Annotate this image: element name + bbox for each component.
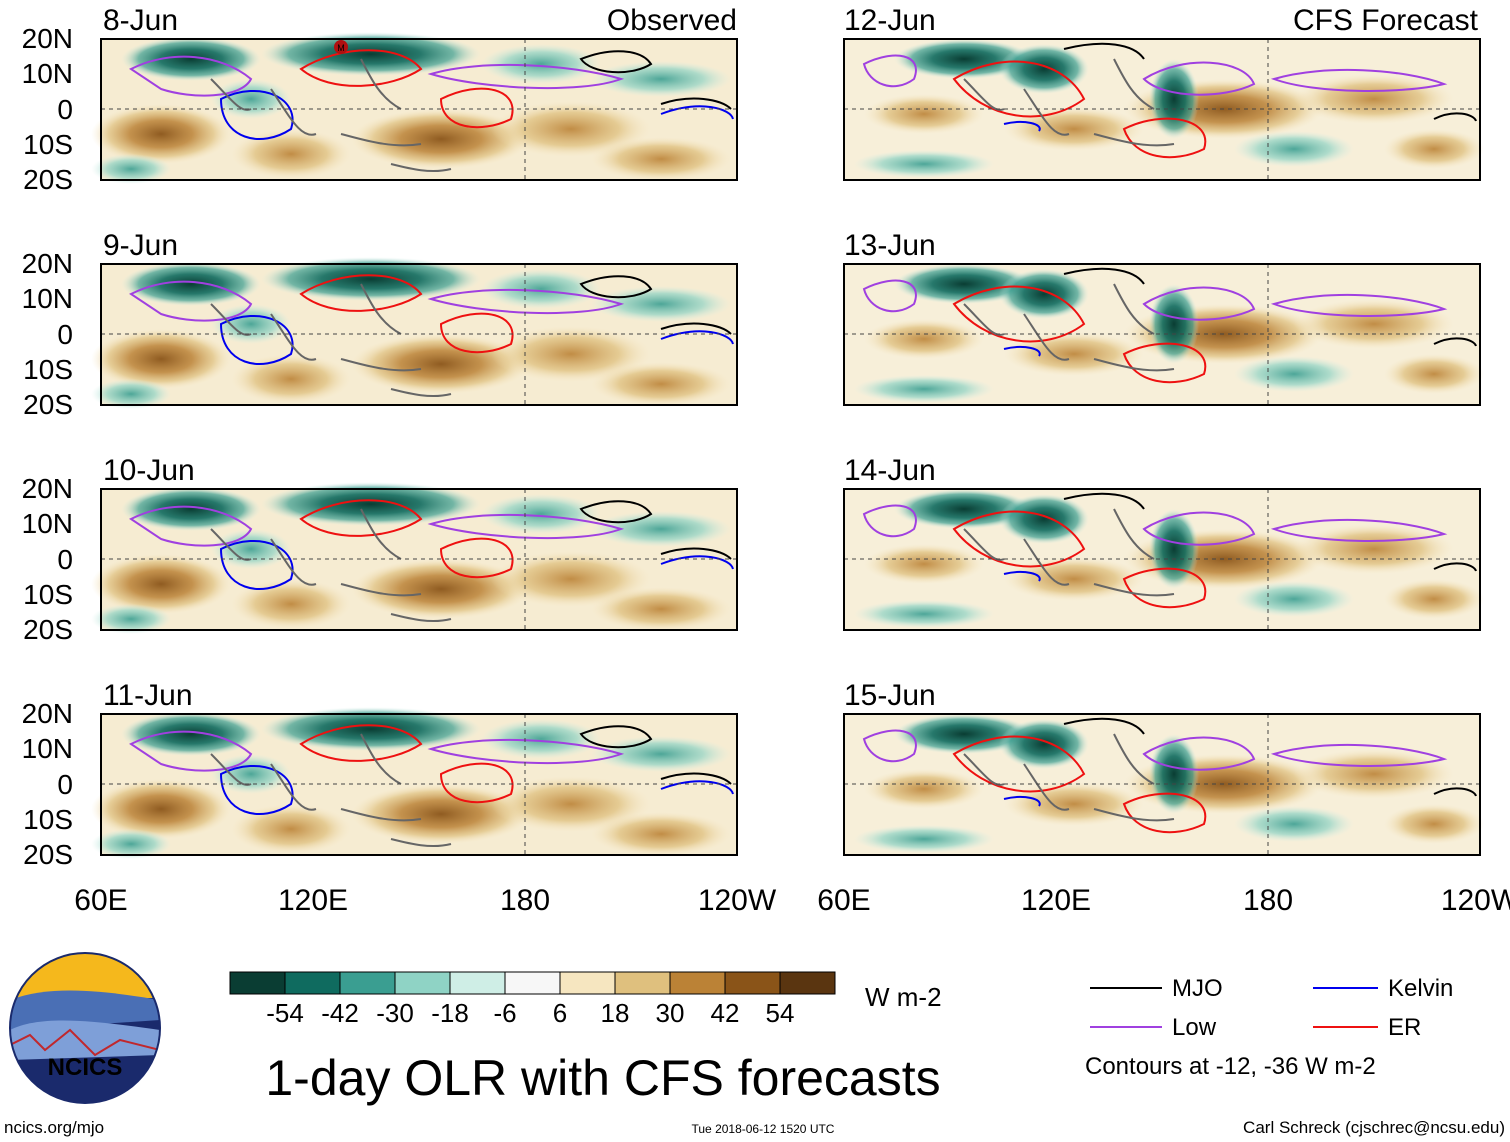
colorbar-swatch bbox=[724, 971, 781, 995]
lon-axis-forecast: 60E 120E 180 120W bbox=[817, 884, 1510, 917]
lat-label: 20N bbox=[22, 23, 73, 54]
timestamp: Tue 2018-06-12 1520 UTC bbox=[692, 1122, 835, 1136]
lat-label: 10N bbox=[22, 508, 73, 539]
colorbar-swatch bbox=[669, 971, 726, 995]
lon-label: 120E bbox=[278, 884, 348, 917]
lat-axis-observed-4: 20N 10N 0 10S 20S bbox=[22, 698, 73, 870]
colorbar-tick-label: -6 bbox=[493, 998, 516, 1028]
colorbar-tick-label: 18 bbox=[601, 998, 630, 1028]
colorbar-tick-label: 42 bbox=[711, 998, 740, 1028]
column-title-observed: Observed bbox=[607, 4, 737, 37]
colorbar-swatch bbox=[339, 971, 396, 995]
lat-label: 10S bbox=[23, 579, 73, 610]
panel-date-label: 14-Jun bbox=[844, 454, 936, 487]
panel-date-label: 8-Jun bbox=[103, 4, 178, 37]
panel-forecast-12-jun: 12-Jun CFS Forecast bbox=[843, 4, 1485, 181]
panel-date-label: 12-Jun bbox=[844, 4, 936, 37]
legend-label-er: ER bbox=[1388, 1014, 1421, 1041]
site-link[interactable]: ncics.org/mjo bbox=[4, 1118, 104, 1137]
colorbar: -54 -42 -30 -18 -6 6 18 30 42 54 W m-2 bbox=[229, 971, 942, 1028]
ncics-logo: NCICS bbox=[9, 952, 161, 1104]
lat-label: 0 bbox=[57, 769, 73, 800]
panel-date-label: 10-Jun bbox=[103, 454, 195, 487]
colorbar-tick-label: -30 bbox=[376, 998, 414, 1028]
lat-label: 10N bbox=[22, 283, 73, 314]
colorbar-tick-label: -18 bbox=[431, 998, 469, 1028]
legend-label-kelvin: Kelvin bbox=[1388, 975, 1453, 1002]
panel-forecast-15-jun: 15-Jun bbox=[843, 679, 1485, 856]
lat-label: 20S bbox=[23, 614, 73, 645]
lon-label: 120W bbox=[1441, 884, 1510, 917]
panel-date-label: 13-Jun bbox=[844, 229, 936, 262]
lat-axis-observed-1: 20N 10N 0 10S 20S bbox=[22, 23, 73, 195]
logo-text: NCICS bbox=[48, 1054, 123, 1081]
legend-label-mjo: MJO bbox=[1172, 975, 1223, 1002]
colorbar-swatch bbox=[614, 971, 671, 995]
panel-date-label: 9-Jun bbox=[103, 229, 178, 262]
colorbar-tick-label: -54 bbox=[266, 998, 304, 1028]
lat-axis-observed-3: 20N 10N 0 10S 20S bbox=[22, 473, 73, 645]
mjo-marker-icon bbox=[334, 40, 348, 54]
lat-label: 20N bbox=[22, 473, 73, 504]
lat-label: 10S bbox=[23, 804, 73, 835]
figure-title: 1-day OLR with CFS forecasts bbox=[265, 1050, 940, 1106]
lat-label: 20S bbox=[23, 839, 73, 870]
lat-label: 0 bbox=[57, 544, 73, 575]
contour-legend: MJO Kelvin Low ER Contours at -12, -36 W… bbox=[1085, 975, 1453, 1080]
colorbar-swatch bbox=[504, 971, 561, 995]
colorbar-swatch bbox=[229, 971, 286, 995]
lon-label: 120E bbox=[1021, 884, 1091, 917]
colorbar-swatch bbox=[779, 971, 836, 995]
colorbar-swatch bbox=[284, 971, 341, 995]
lat-label: 10N bbox=[22, 58, 73, 89]
colorbar-swatch bbox=[559, 971, 616, 995]
colorbar-units: W m-2 bbox=[865, 982, 942, 1012]
lat-label: 20N bbox=[22, 248, 73, 279]
lon-label: 180 bbox=[500, 884, 550, 917]
colorbar-tick-label: 54 bbox=[766, 998, 795, 1028]
author-credit: Carl Schreck (cjschrec@ncsu.edu) bbox=[1243, 1118, 1505, 1137]
lat-axis-observed-2: 20N 10N 0 10S 20S bbox=[22, 248, 73, 420]
lat-label: 0 bbox=[57, 94, 73, 125]
lon-label: 180 bbox=[1243, 884, 1293, 917]
colorbar-tick-label: 30 bbox=[656, 998, 685, 1028]
lat-label: 10S bbox=[23, 129, 73, 160]
contour-note: Contours at -12, -36 W m-2 bbox=[1085, 1053, 1376, 1080]
column-title-forecast: CFS Forecast bbox=[1293, 4, 1479, 37]
panel-observed-11-jun: 11-Jun bbox=[90, 679, 738, 860]
panel-observed-8-jun: M 8-Jun Observed bbox=[90, 4, 738, 185]
lon-label: 60E bbox=[74, 884, 127, 917]
lat-label: 20N bbox=[22, 698, 73, 729]
colorbar-tick-label: -42 bbox=[321, 998, 359, 1028]
panel-forecast-14-jun: 14-Jun bbox=[843, 454, 1485, 631]
legend-label-low: Low bbox=[1172, 1014, 1217, 1041]
panel-observed-10-jun: 10-Jun bbox=[90, 454, 738, 635]
lat-label: 20S bbox=[23, 389, 73, 420]
colorbar-tick-label: 6 bbox=[553, 998, 567, 1028]
lat-label: 20S bbox=[23, 164, 73, 195]
colorbar-swatch bbox=[449, 971, 506, 995]
lon-label: 60E bbox=[817, 884, 870, 917]
lat-label: 10S bbox=[23, 354, 73, 385]
panel-date-label: 15-Jun bbox=[844, 679, 936, 712]
lon-label: 120W bbox=[698, 884, 777, 917]
lat-label: 10N bbox=[22, 733, 73, 764]
panel-forecast-13-jun: 13-Jun bbox=[843, 229, 1485, 406]
mjo-marker-label: M bbox=[337, 43, 345, 53]
lat-label: 0 bbox=[57, 319, 73, 350]
panel-date-label: 11-Jun bbox=[103, 679, 193, 712]
colorbar-swatch bbox=[394, 971, 451, 995]
lon-axis-observed: 60E 120E 180 120W bbox=[74, 884, 777, 917]
panel-observed-9-jun: 9-Jun bbox=[90, 229, 738, 410]
